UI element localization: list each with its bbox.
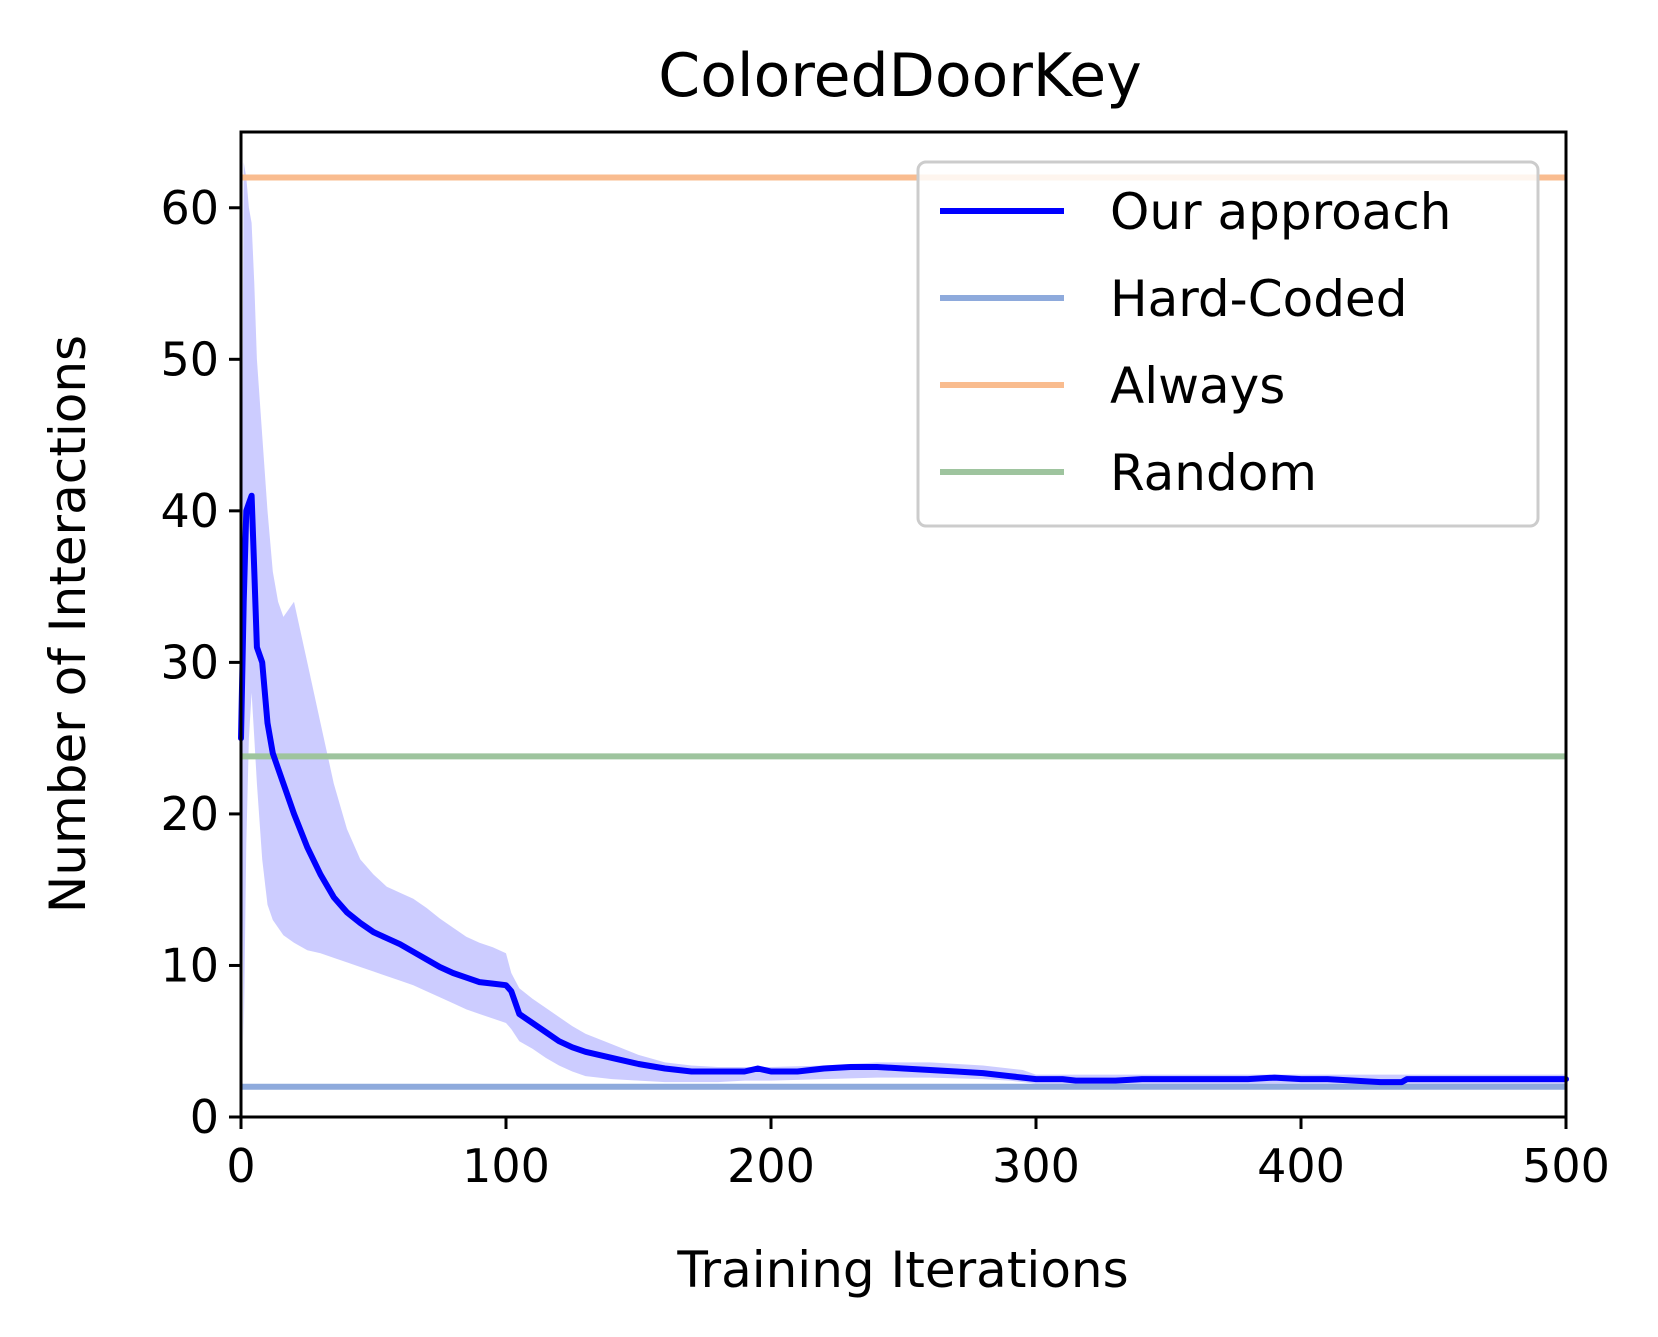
legend-label-our-approach: Our approach [1110, 183, 1451, 241]
y-axis-title: Number of Interactions [39, 335, 97, 913]
x-axis-title: Training Iterations [676, 1241, 1128, 1299]
legend-label-random: Random [1110, 444, 1317, 502]
legend-label-hard-coded: Hard-Coded [1110, 270, 1407, 328]
x-tick-label: 300 [992, 1139, 1080, 1193]
y-tick-label: 50 [160, 332, 219, 386]
legend: Our approach Hard-Coded Always Random [916, 160, 1540, 528]
x-tick-label: 100 [462, 1139, 550, 1193]
x-tick-label: 400 [1257, 1139, 1345, 1193]
y-axis: 0 10 20 30 40 50 60 [160, 181, 241, 1144]
x-tick-label: 200 [727, 1139, 815, 1193]
legend-label-always: Always [1110, 357, 1285, 415]
y-tick-label: 20 [160, 787, 219, 841]
y-tick-label: 10 [160, 938, 219, 992]
chart-title: ColoredDoorKey [658, 41, 1141, 111]
y-tick-label: 60 [160, 181, 219, 235]
y-tick-label: 30 [160, 635, 219, 689]
x-tick-label: 0 [226, 1139, 255, 1193]
series-line-our-approach [238, 492, 1569, 1086]
y-tick-label: 40 [160, 484, 219, 538]
x-tick-label: 500 [1522, 1139, 1610, 1193]
plot-frame [239, 130, 1568, 1119]
y-tick-label: 0 [190, 1090, 219, 1144]
x-axis: 0 100 200 300 400 500 [226, 1117, 1610, 1193]
legend-box [916, 160, 1540, 528]
